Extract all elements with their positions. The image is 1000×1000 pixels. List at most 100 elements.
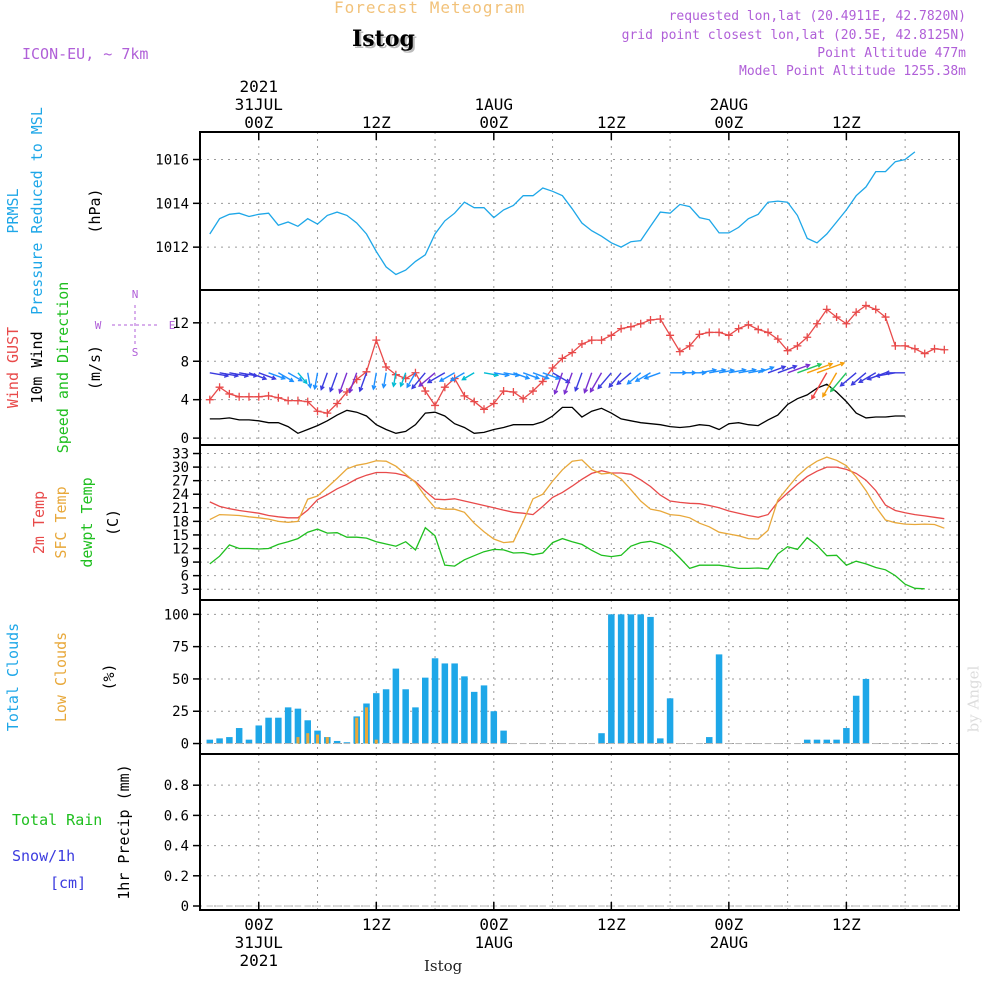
gust-marker	[411, 368, 420, 377]
wind-arrow-shaft	[258, 372, 276, 380]
compass-north: N	[132, 288, 139, 301]
bottom-axis-hour: 12Z	[597, 915, 626, 934]
y-tick-label: 12	[172, 316, 189, 332]
y-tick-label: 27	[172, 474, 189, 490]
gust-marker	[489, 399, 498, 408]
wind-arrow-head	[348, 388, 354, 394]
wind-arrow	[406, 372, 417, 389]
wind-arrow	[542, 372, 561, 381]
y-tick-label: 12	[172, 542, 189, 558]
bottom-axis-hour: 12Z	[832, 915, 861, 934]
gust-marker	[734, 324, 743, 333]
wind-arrow	[329, 372, 338, 393]
wind-arrow-head	[312, 384, 318, 391]
gust-marker	[470, 397, 479, 406]
wind-arrow	[461, 372, 475, 381]
wind-arrow-head	[616, 380, 622, 386]
wind-ylabel: 10m Wind	[28, 331, 46, 403]
total-cloud-bar	[627, 614, 635, 744]
wind-arrow-shaft	[554, 372, 564, 394]
y-tick-label: 75	[172, 640, 189, 656]
gust-marker	[274, 393, 283, 402]
wind-arrow-shaft	[400, 372, 407, 387]
gust-marker	[910, 344, 919, 353]
gust-marker	[538, 377, 547, 386]
gust-marker	[822, 305, 831, 314]
wind-arrow	[608, 372, 622, 388]
y-tick-label: 6	[181, 569, 189, 585]
wind-arrow-head	[329, 387, 334, 393]
gust-marker	[372, 336, 381, 345]
gust-marker	[861, 301, 870, 310]
wind-arrow-shaft	[738, 369, 756, 374]
gust-marker	[528, 387, 537, 396]
temperature-ylabel: (C)	[104, 509, 122, 536]
wind-arrow-head	[426, 378, 433, 384]
wind-arrow-head	[792, 364, 798, 370]
y-tick-label: 21	[172, 501, 189, 517]
total-cloud-bar	[304, 720, 311, 744]
wind-arrow-shaft	[699, 369, 716, 374]
wind-arrow	[411, 372, 426, 390]
panel-frame-temperature	[199, 444, 960, 601]
gust-marker	[587, 336, 596, 345]
wind-arrow-shaft	[462, 372, 475, 381]
total-cloud-bar	[265, 717, 272, 744]
wind-arrow-shaft	[787, 364, 810, 374]
wind-arrow-shaft	[382, 372, 387, 388]
top-axis-hour: 12Z	[362, 113, 391, 132]
wind-arrow-shaft	[840, 372, 857, 387]
wind-arrow-head	[524, 374, 531, 380]
gust-marker	[440, 383, 449, 392]
y-tick-label: 33	[172, 447, 189, 463]
wind-arrow-shaft	[767, 365, 786, 374]
wind-arrow	[822, 372, 838, 398]
wind-arrow-shaft	[411, 372, 426, 389]
wind-arrow	[797, 362, 823, 374]
top-axis-hour: 00Z	[244, 113, 273, 132]
y-tick-label: 15	[172, 528, 189, 544]
wind-arrow-head	[381, 383, 387, 389]
wind-arrow-shaft	[777, 365, 797, 374]
wind-arrow-shaft	[287, 372, 303, 382]
wind-arrow-head	[411, 384, 417, 390]
wind-arrow	[297, 372, 308, 385]
top-axis-date: 31JUL	[235, 95, 283, 114]
wind-arrow-head	[589, 387, 595, 394]
wind-arrow-shaft	[851, 372, 867, 386]
total-cloud-bar	[284, 707, 292, 744]
wind-arrow-shaft	[627, 372, 642, 385]
gust-marker	[666, 331, 675, 340]
wind-ylabel: Speed and Direction	[54, 282, 72, 454]
y-tick-label: 1012	[155, 240, 189, 256]
wind-arrow	[312, 372, 319, 391]
clouds-ylabel: (%)	[100, 663, 118, 690]
wind-arrow-head	[626, 379, 632, 385]
wind-arrow-head	[280, 375, 287, 380]
wind-arrow-head	[597, 384, 603, 390]
gust-marker	[695, 330, 704, 339]
wind-arrow	[338, 372, 348, 395]
gust-marker	[891, 341, 900, 350]
y-tick-label: 30	[172, 460, 189, 476]
gust-marker	[793, 341, 802, 350]
gust-marker	[832, 313, 841, 322]
precip-label: Snow/1h	[12, 847, 75, 865]
low-cloud-bar	[306, 733, 310, 744]
wind-arrow-head	[805, 363, 811, 369]
wind-arrow-shaft	[348, 372, 358, 393]
wind-arrow-shaft	[797, 363, 822, 374]
total-cloud-bar	[431, 658, 439, 744]
wind-arrow-head	[874, 373, 881, 379]
wind-arrow-shaft	[338, 372, 348, 394]
wind-arrow-head	[289, 377, 295, 383]
total-cloud-bar	[862, 678, 870, 744]
low-cloud-bar	[374, 739, 378, 744]
gust-marker	[577, 339, 586, 348]
wind-arrow-shaft	[307, 372, 312, 388]
wind-arrow-head	[418, 382, 424, 387]
wind-arrow-head	[391, 382, 397, 388]
wind-arrow-head	[371, 385, 377, 391]
wind-arrow-shaft	[277, 372, 294, 382]
